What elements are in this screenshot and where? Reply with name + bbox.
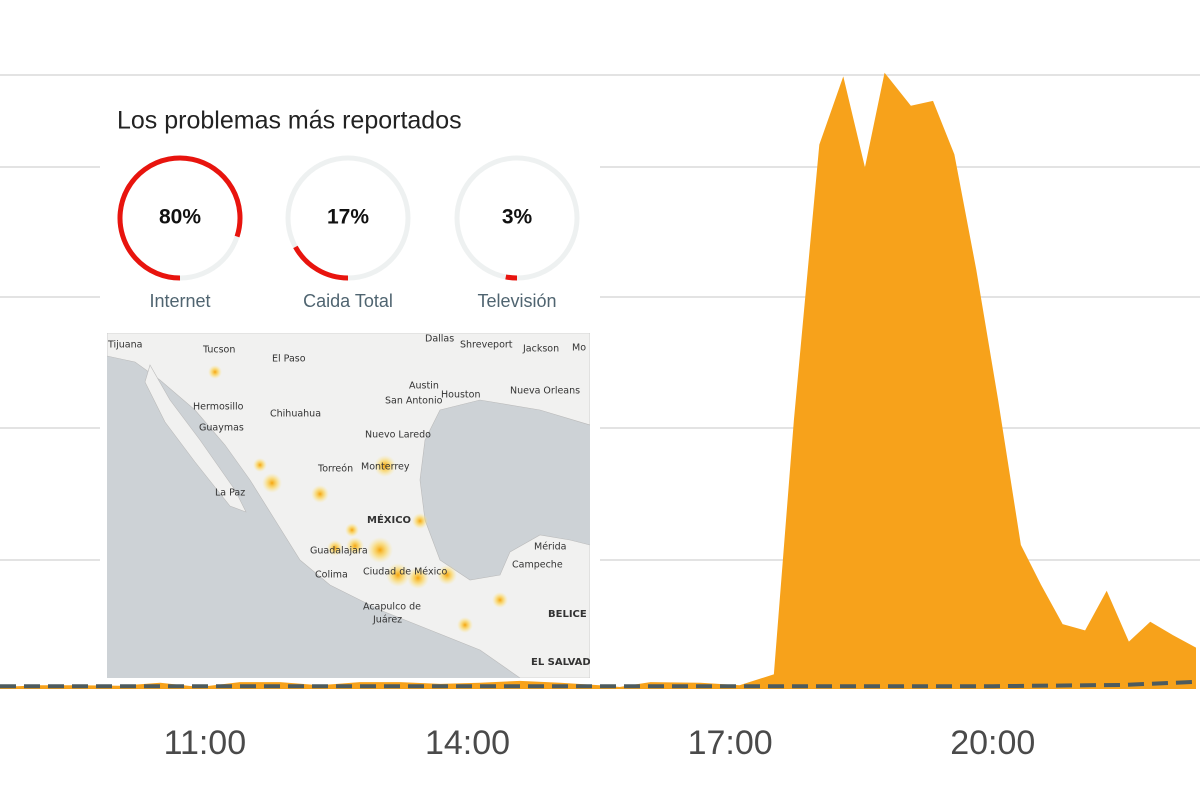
map-labels: Tijuana Tucson El Paso Dallas Shreveport Jack… [107, 334, 607, 669]
map-label: Guaymas [199, 423, 244, 434]
map-land [107, 333, 590, 678]
gauge-value: 3% [502, 206, 533, 229]
map-label: Jackson [522, 344, 559, 355]
map-label: Tucson [202, 345, 235, 356]
hotspot [374, 455, 396, 477]
map-label: Campeche [512, 560, 563, 571]
hotspot [457, 617, 473, 633]
map-label: Monterrey [361, 462, 410, 473]
x-tick-label: 11:00 [164, 724, 247, 762]
gauge-label: Televisión [477, 291, 556, 311]
map-label: Tijuana [107, 340, 142, 351]
map-label: La Paz [215, 488, 245, 499]
x-tick-label: 14:00 [425, 724, 510, 762]
hotspot [327, 540, 343, 556]
map-label: Austin [409, 381, 439, 392]
x-axis: 11:00 14:00 17:00 20:00 [164, 724, 1036, 762]
map-label: Houston [441, 390, 480, 401]
map-label: Dallas [425, 334, 454, 345]
map-label: EL SALVADOR [531, 657, 607, 668]
map-peninsula [144, 364, 247, 513]
hotspot [407, 567, 429, 589]
map-label: Acapulco de [363, 602, 421, 613]
baseline-line [0, 679, 1196, 689]
gauge-value: 80% [159, 206, 201, 229]
map-label: Ciudad de México [363, 567, 447, 578]
hotspot [412, 513, 428, 529]
area [0, 72, 1196, 690]
map-label: Nueva Orleans [510, 386, 580, 397]
map-label: Nuevo Laredo [365, 430, 431, 441]
hotspot [437, 565, 457, 585]
gauge-arc [293, 245, 349, 281]
hotspot [345, 523, 359, 537]
map-label: El Paso [272, 354, 306, 365]
map-label: Colima [315, 570, 348, 581]
hotspot [367, 537, 393, 563]
hotspot [253, 458, 267, 472]
map-label: Torreón [317, 464, 353, 475]
x-tick-label: 17:00 [688, 724, 773, 762]
hotspot [262, 473, 282, 493]
gauge-arc [505, 274, 518, 281]
hotspots [208, 365, 508, 633]
map-label: BELICE [548, 609, 587, 620]
x-tick-label: 20:00 [950, 724, 1035, 762]
map: Tijuana Tucson El Paso Dallas Shreveport Jack… [107, 333, 607, 678]
panel-title: Los problemas más reportados [117, 107, 462, 135]
map-label: Mo [572, 343, 586, 354]
gauge-label: Caida Total [303, 291, 393, 311]
map-label: MÉXICO [367, 513, 411, 526]
hotspot [311, 485, 329, 503]
map-label: Mérida [534, 542, 566, 553]
map-label: Hermosillo [193, 402, 244, 413]
hotspot [492, 592, 508, 608]
map-label: Shreveport [460, 340, 513, 351]
map-label: San Antonio [385, 396, 443, 407]
hotspot [208, 365, 222, 379]
hotspot [386, 563, 410, 587]
gauge-arc [117, 155, 243, 281]
plot-area [0, 72, 1196, 690]
gauge-value: 17% [327, 206, 369, 229]
hotspot [346, 537, 364, 555]
map-label: Guadalajara [310, 546, 368, 557]
gauge-label: Internet [149, 291, 210, 311]
map-label: Chihuahua [270, 409, 321, 420]
gauges: 80% Internet 17% Caida Total 3% Televisión [117, 155, 580, 311]
map-label: Juárez [372, 615, 402, 626]
